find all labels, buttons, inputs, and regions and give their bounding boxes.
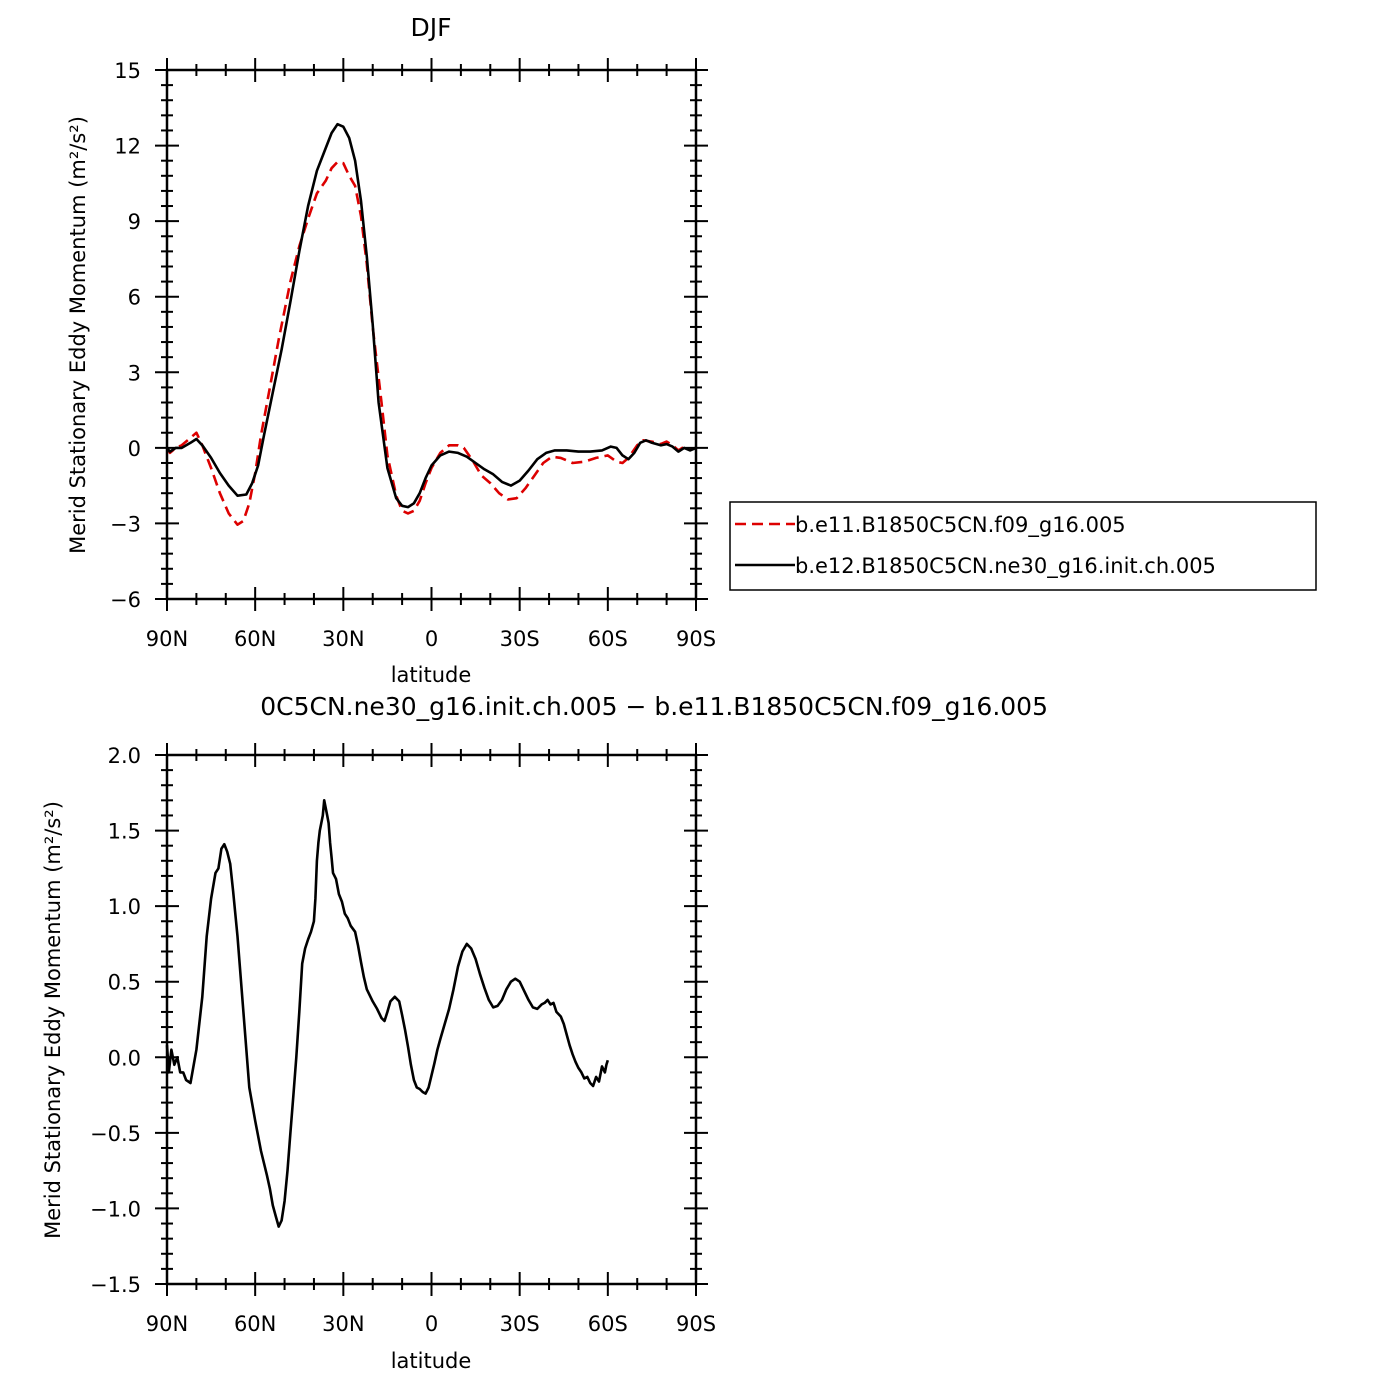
- top-y-tick-label: 15: [114, 59, 141, 83]
- bottom-x-tick-label: 90N: [146, 1312, 188, 1336]
- bottom-y-axis-label: Merid Stationary Eddy Momentum (m²/s²): [41, 801, 65, 1239]
- top-y-tick-label: 0: [128, 437, 141, 461]
- bottom-series-line-1: [165, 799, 610, 1228]
- bottom-panel: 0C5CN.ne30_g16.init.ch.005 − b.e11.B1850…: [41, 692, 1048, 1373]
- top-x-axis-label: latitude: [391, 663, 472, 687]
- top-x-tick-label: 30N: [322, 627, 364, 651]
- top-plot-series: [165, 122, 697, 526]
- bottom-x-tick-label: 90S: [676, 1312, 716, 1336]
- legend-label-series-2: b.e12.B1850C5CN.ne30_g16.init.ch.005: [795, 554, 1216, 579]
- top-y-tick-label: −3: [110, 512, 141, 536]
- bottom-plot-series: [165, 799, 610, 1228]
- bottom-x-tick-label: 60N: [234, 1312, 276, 1336]
- bottom-y-tick-label: 0.5: [108, 971, 141, 995]
- bottom-y-tick-label: 0.0: [108, 1046, 141, 1070]
- top-y-tick-label: −6: [110, 588, 141, 612]
- top-y-tick-label: 12: [114, 135, 141, 159]
- bottom-x-tick-label: 30S: [500, 1312, 540, 1336]
- top-title: DJF: [410, 13, 451, 42]
- top-y-axis-label: Merid Stationary Eddy Momentum (m²/s²): [66, 116, 90, 554]
- bottom-x-tick-label: 60S: [588, 1312, 628, 1336]
- top-x-tick-label: 60S: [588, 627, 628, 651]
- top-x-tick-label: 30S: [500, 627, 540, 651]
- bottom-y-tick-label: −1.5: [90, 1273, 141, 1297]
- legend-box: [729, 501, 1317, 591]
- top-y-tick-labels: −6 −3 0 3 6 9 12 15: [110, 59, 141, 612]
- bottom-y-tick-label: 1.0: [108, 895, 141, 919]
- legend-label-series-1: b.e11.B1850C5CN.f09_g16.005: [795, 513, 1126, 538]
- top-y-tick-label: 3: [128, 361, 141, 385]
- bottom-y-tick-label: −1.0: [90, 1197, 141, 1221]
- top-series-line-1: [165, 160, 697, 526]
- bottom-y-tick-labels: −1.5 −1.0 −0.5 0.0 0.5 1.0 1.5 2.0: [90, 744, 141, 1297]
- top-axis-ticks: [155, 58, 708, 611]
- top-x-tick-label: 60N: [234, 627, 276, 651]
- bottom-x-tick-labels: 90N 60N 30N 0 30S 60S 90S: [146, 1312, 716, 1336]
- bottom-axis-ticks: [155, 743, 708, 1296]
- bottom-y-tick-label: −0.5: [90, 1122, 141, 1146]
- bottom-y-tick-label: 1.5: [108, 820, 141, 844]
- top-panel: DJF −6 −3 0 3 6 9 12 15 90N 60N 30N 0 30S 60S 90S lat…: [66, 13, 716, 687]
- top-x-tick-labels: 90N 60N 30N 0 30S 60S 90S: [146, 627, 716, 651]
- bottom-x-axis-label: latitude: [391, 1349, 472, 1373]
- top-series-line-2: [165, 122, 697, 509]
- legend: b.e11.B1850C5CN.f09_g16.005 b.e12.B1850C…: [729, 501, 1317, 591]
- top-y-tick-label: 6: [128, 286, 141, 310]
- bottom-y-tick-label: 2.0: [108, 744, 141, 768]
- top-plot-frame: [165, 68, 698, 601]
- bottom-plot-frame: [165, 753, 698, 1286]
- top-x-tick-label: 90N: [146, 627, 188, 651]
- bottom-x-tick-label: 30N: [322, 1312, 364, 1336]
- top-x-tick-label: 0: [425, 627, 438, 651]
- bottom-title: 0C5CN.ne30_g16.init.ch.005 − b.e11.B1850…: [260, 692, 1048, 721]
- top-y-tick-label: 9: [128, 210, 141, 234]
- bottom-x-tick-label: 0: [425, 1312, 438, 1336]
- top-x-tick-label: 90S: [676, 627, 716, 651]
